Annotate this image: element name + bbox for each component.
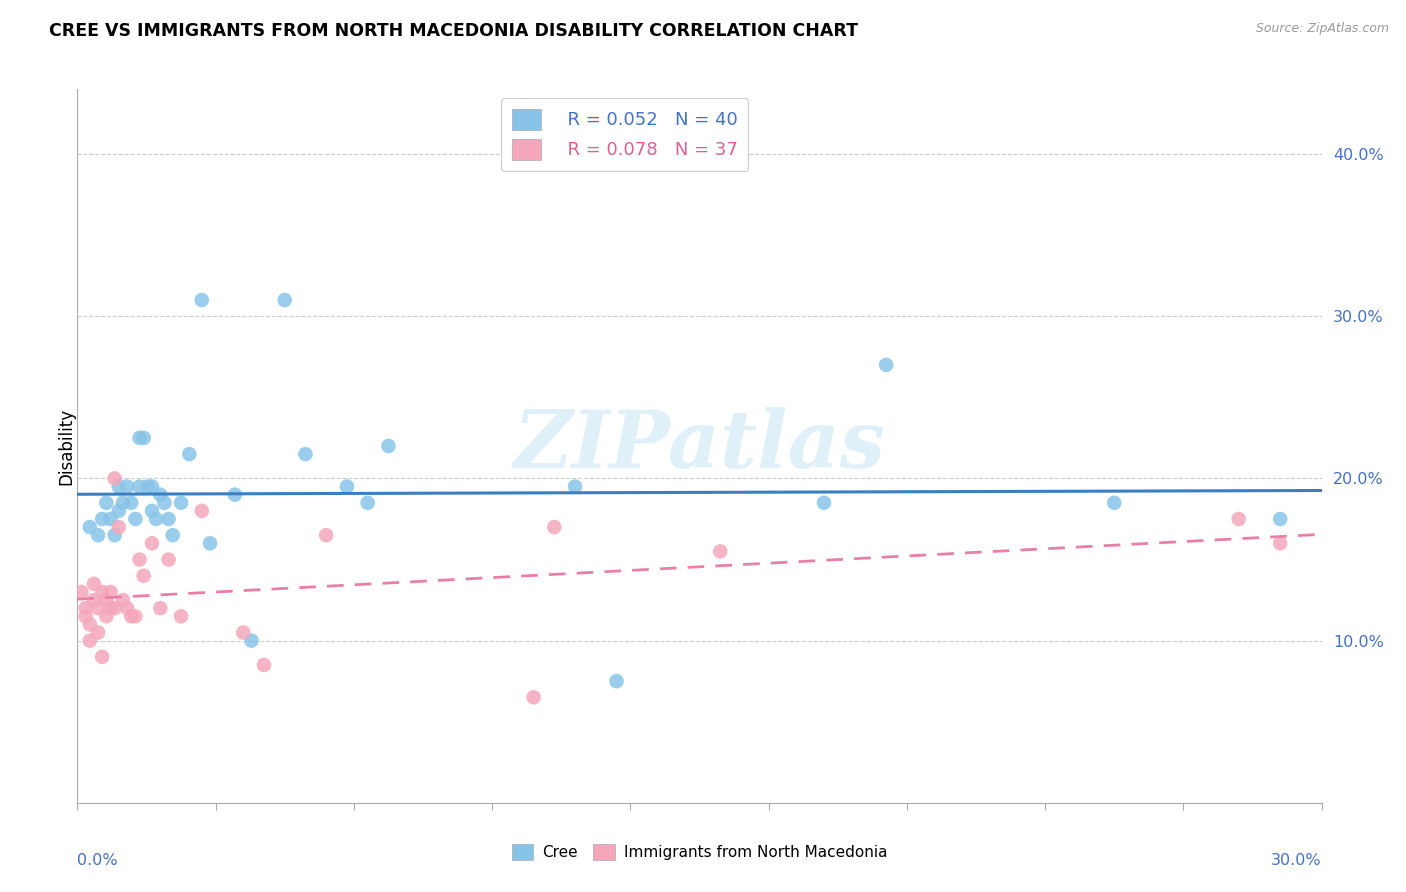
Point — [91, 512, 114, 526]
Point — [198, 536, 221, 550]
Point — [141, 536, 163, 550]
Point — [1227, 512, 1250, 526]
Point — [108, 479, 131, 493]
Point — [104, 471, 127, 485]
Point — [253, 657, 276, 672]
Point — [709, 544, 731, 558]
Text: 0.0%: 0.0% — [77, 853, 118, 868]
Point — [240, 633, 263, 648]
Point — [87, 601, 110, 615]
Point — [108, 504, 131, 518]
Point — [564, 479, 586, 493]
Point — [115, 601, 138, 615]
Text: CREE VS IMMIGRANTS FROM NORTH MACEDONIA DISABILITY CORRELATION CHART: CREE VS IMMIGRANTS FROM NORTH MACEDONIA … — [49, 22, 858, 40]
Point — [100, 585, 122, 599]
Point — [179, 447, 201, 461]
Point — [274, 293, 297, 307]
Point — [91, 585, 114, 599]
Point — [124, 512, 146, 526]
Point — [96, 609, 118, 624]
Point — [170, 609, 193, 624]
Point — [75, 609, 97, 624]
Point — [232, 625, 254, 640]
Point — [336, 479, 359, 493]
Point — [149, 488, 172, 502]
Point — [75, 601, 97, 615]
Point — [294, 447, 316, 461]
Y-axis label: Disability: Disability — [58, 408, 75, 484]
Point — [377, 439, 399, 453]
Point — [145, 512, 167, 526]
Point — [83, 593, 105, 607]
Legend: Cree, Immigrants from North Macedonia: Cree, Immigrants from North Macedonia — [506, 838, 893, 866]
Point — [115, 479, 138, 493]
Point — [813, 496, 835, 510]
Point — [96, 496, 118, 510]
Point — [149, 601, 172, 615]
Point — [191, 504, 214, 518]
Point — [111, 593, 134, 607]
Point — [100, 601, 122, 615]
Point — [191, 293, 214, 307]
Point — [87, 625, 110, 640]
Point — [96, 593, 118, 607]
Point — [100, 512, 122, 526]
Point — [70, 585, 93, 599]
Point — [315, 528, 337, 542]
Point — [132, 568, 155, 582]
Point — [79, 617, 101, 632]
Point — [128, 431, 150, 445]
Point — [79, 520, 101, 534]
Point — [136, 479, 159, 493]
Text: 30.0%: 30.0% — [1271, 853, 1322, 868]
Point — [523, 690, 546, 705]
Point — [1104, 496, 1126, 510]
Point — [162, 528, 184, 542]
Point — [606, 674, 628, 689]
Point — [91, 649, 114, 664]
Point — [157, 552, 180, 566]
Point — [132, 431, 155, 445]
Point — [120, 609, 142, 624]
Point — [1270, 512, 1292, 526]
Point — [1270, 536, 1292, 550]
Point — [104, 528, 127, 542]
Point — [79, 633, 101, 648]
Point — [104, 601, 127, 615]
Point — [875, 358, 897, 372]
Point — [108, 520, 131, 534]
Point — [111, 496, 134, 510]
Point — [141, 504, 163, 518]
Point — [357, 496, 380, 510]
Point — [543, 520, 565, 534]
Text: ZIPatlas: ZIPatlas — [513, 408, 886, 484]
Point — [87, 528, 110, 542]
Point — [157, 512, 180, 526]
Point — [170, 496, 193, 510]
Point — [120, 496, 142, 510]
Point — [83, 577, 105, 591]
Text: Source: ZipAtlas.com: Source: ZipAtlas.com — [1256, 22, 1389, 36]
Point — [141, 479, 163, 493]
Point — [224, 488, 246, 502]
Point — [128, 479, 150, 493]
Point — [128, 552, 150, 566]
Point — [124, 609, 146, 624]
Point — [153, 496, 176, 510]
